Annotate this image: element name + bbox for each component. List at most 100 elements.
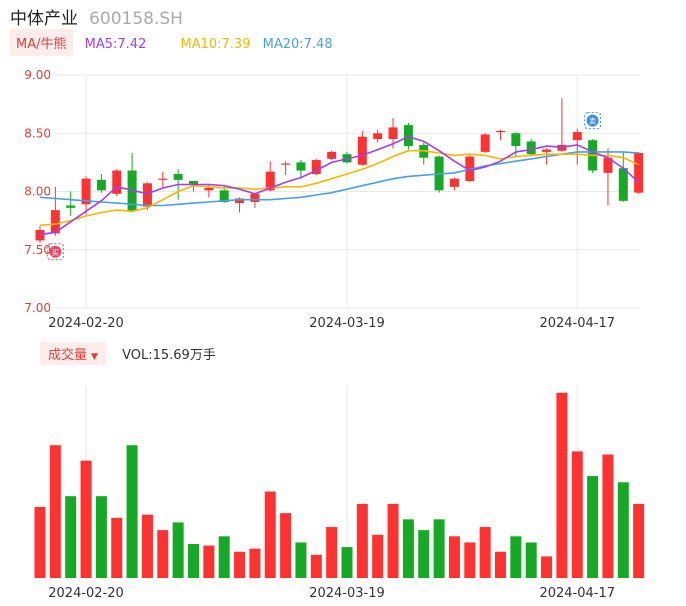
- stock-name: 中体产业: [10, 9, 78, 29]
- volume-bar: [295, 542, 307, 578]
- volume-bar: [188, 544, 199, 578]
- price-tick-label: 8.00: [24, 185, 51, 199]
- candle-body: [603, 157, 613, 173]
- volume-bar: [95, 496, 107, 578]
- candle-body: [373, 133, 383, 140]
- candle-body: [158, 178, 168, 180]
- volume-bar: [402, 519, 414, 578]
- volume-bar: [633, 503, 645, 578]
- volume-bar: [448, 536, 460, 578]
- volume-bar: [49, 445, 61, 578]
- volume-legend-row: 成交量 ▼ VOL:15.69万手: [40, 342, 216, 365]
- volume-bar: [479, 527, 491, 578]
- candle-body: [572, 132, 582, 141]
- candle-body: [35, 229, 45, 241]
- volume-bar: [387, 503, 399, 578]
- volume-bar: [126, 445, 138, 578]
- volume-date-label: 2024-04-17: [539, 586, 615, 601]
- candle-body: [189, 181, 198, 185]
- ma-toggle-button[interactable]: MA/牛熊: [10, 29, 73, 56]
- volume-bar: [65, 496, 77, 578]
- price-tick-label: 7.00: [24, 301, 51, 315]
- volume-bar: [264, 491, 276, 578]
- title-row: 中体产业 600158.SH: [10, 4, 183, 29]
- stock-code: 600158.SH: [89, 9, 183, 29]
- volume-bar: [541, 556, 553, 578]
- price-date-label: 2024-02-20: [48, 316, 124, 331]
- volume-bar: [341, 547, 353, 578]
- ma5-value: MA5:7.42: [84, 37, 147, 52]
- volume-toggle-button[interactable]: 成交量 ▼: [40, 342, 106, 365]
- marker-glyph: 卖: [589, 118, 596, 126]
- candle-body: [634, 153, 644, 193]
- candle-body: [388, 127, 398, 140]
- sell-marker-icon: 卖: [584, 112, 602, 130]
- candle-body: [526, 141, 536, 155]
- volume-bar: [80, 460, 92, 578]
- volume-bar: [280, 513, 292, 578]
- volume-bar: [571, 451, 583, 578]
- volume-bar: [510, 536, 522, 578]
- volume-value: VOL:15.69万手: [122, 348, 216, 363]
- candle-body: [618, 168, 628, 201]
- ma20-line: [39, 151, 639, 207]
- volume-bar: [218, 536, 230, 578]
- volume-bar: [157, 530, 169, 578]
- candle-body: [235, 198, 245, 204]
- price-date-label: 2024-03-19: [309, 316, 385, 331]
- volume-bar: [464, 542, 476, 578]
- volume-bar: [111, 517, 123, 578]
- volume-bar: [418, 530, 430, 578]
- volume-bar: [326, 527, 338, 578]
- volume-bar: [617, 482, 629, 578]
- candle-body: [66, 205, 76, 208]
- candle-body: [511, 133, 521, 147]
- ma20-value: MA20:7.48: [262, 37, 333, 52]
- ma10-line: [39, 149, 639, 227]
- candle-body: [81, 178, 91, 205]
- volume-bar: [433, 519, 445, 578]
- price-tick-label: 7.50: [24, 243, 51, 257]
- volume-bar: [234, 551, 246, 578]
- volume-bar: [310, 554, 322, 578]
- candle-body: [250, 193, 260, 202]
- candle-body: [173, 174, 183, 180]
- candle-body: [480, 134, 490, 152]
- ma5-line: [39, 135, 640, 236]
- price-tick-label: 9.00: [24, 68, 51, 82]
- price-date-label: 2024-04-17: [539, 316, 615, 331]
- buy-marker-icon: 买: [46, 243, 64, 261]
- price-tick-label: 8.50: [24, 126, 51, 140]
- ma10-value: MA10:7.39: [180, 37, 251, 52]
- volume-toggle-label: 成交量: [48, 348, 88, 363]
- volume-bar: [495, 551, 506, 578]
- marker-frame: [584, 112, 602, 130]
- marker-dot: [586, 114, 599, 127]
- marker-glyph: 买: [52, 249, 59, 257]
- candle-body: [265, 171, 275, 191]
- volume-bar: [602, 454, 614, 578]
- candle-body: [96, 179, 106, 191]
- candle-body: [219, 190, 229, 202]
- candle-body: [50, 210, 60, 234]
- candle-body: [204, 188, 214, 191]
- volume-date-label: 2024-03-19: [309, 586, 385, 601]
- candle-body: [403, 125, 413, 147]
- volume-bar: [34, 506, 46, 578]
- volume-bar: [249, 548, 261, 578]
- candle-body: [327, 151, 337, 159]
- candle-body: [496, 130, 505, 133]
- volume-bar: [556, 392, 568, 578]
- candle-body: [142, 183, 152, 207]
- candle-body: [311, 160, 321, 175]
- volume-date-label: 2024-02-20: [48, 586, 124, 601]
- marker-frame: [46, 243, 64, 261]
- volume-bar: [372, 534, 384, 578]
- marker-dot: [49, 245, 62, 258]
- volume-bar: [203, 545, 215, 578]
- candle-body: [112, 170, 122, 194]
- caret-down-icon: ▼: [91, 352, 98, 362]
- volume-bar: [172, 522, 184, 578]
- ma-legend-row: MA/牛熊 MA5:7.42 MA10:7.39 MA20:7.48: [10, 29, 333, 56]
